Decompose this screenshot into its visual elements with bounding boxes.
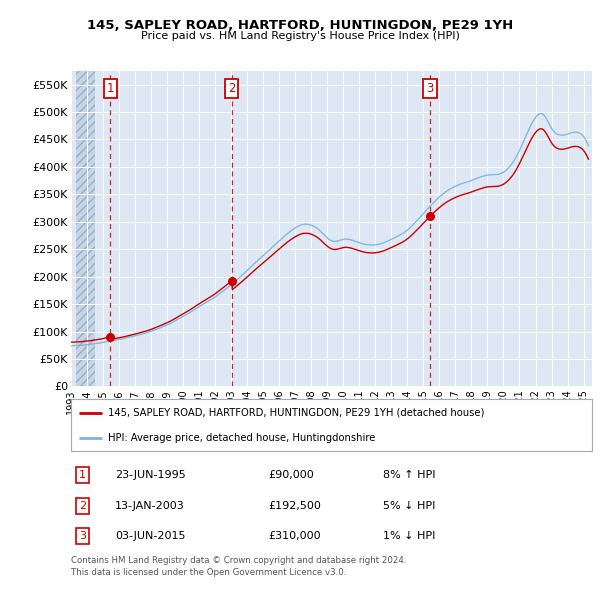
Text: £310,000: £310,000 <box>269 531 322 541</box>
Text: This data is licensed under the Open Government Licence v3.0.: This data is licensed under the Open Gov… <box>71 568 346 576</box>
Text: Price paid vs. HM Land Registry's House Price Index (HPI): Price paid vs. HM Land Registry's House … <box>140 31 460 41</box>
Text: 3: 3 <box>427 82 434 95</box>
Text: 2: 2 <box>79 501 86 510</box>
Bar <box>76 71 95 386</box>
Text: 23-JUN-1995: 23-JUN-1995 <box>115 470 186 480</box>
Text: 3: 3 <box>79 531 86 541</box>
Text: £90,000: £90,000 <box>269 470 314 480</box>
Text: HPI: Average price, detached house, Huntingdonshire: HPI: Average price, detached house, Hunt… <box>108 433 376 443</box>
Text: 145, SAPLEY ROAD, HARTFORD, HUNTINGDON, PE29 1YH (detached house): 145, SAPLEY ROAD, HARTFORD, HUNTINGDON, … <box>108 408 485 418</box>
Text: £192,500: £192,500 <box>269 501 322 510</box>
Text: 5% ↓ HPI: 5% ↓ HPI <box>383 501 436 510</box>
Text: 1% ↓ HPI: 1% ↓ HPI <box>383 531 436 541</box>
Text: 8% ↑ HPI: 8% ↑ HPI <box>383 470 436 480</box>
Text: 13-JAN-2003: 13-JAN-2003 <box>115 501 185 510</box>
Text: 1: 1 <box>79 470 86 480</box>
Text: 03-JUN-2015: 03-JUN-2015 <box>115 531 185 541</box>
Text: 145, SAPLEY ROAD, HARTFORD, HUNTINGDON, PE29 1YH: 145, SAPLEY ROAD, HARTFORD, HUNTINGDON, … <box>87 19 513 32</box>
Text: 2: 2 <box>228 82 235 95</box>
Text: 1: 1 <box>107 82 114 95</box>
Text: Contains HM Land Registry data © Crown copyright and database right 2024.: Contains HM Land Registry data © Crown c… <box>71 556 406 565</box>
